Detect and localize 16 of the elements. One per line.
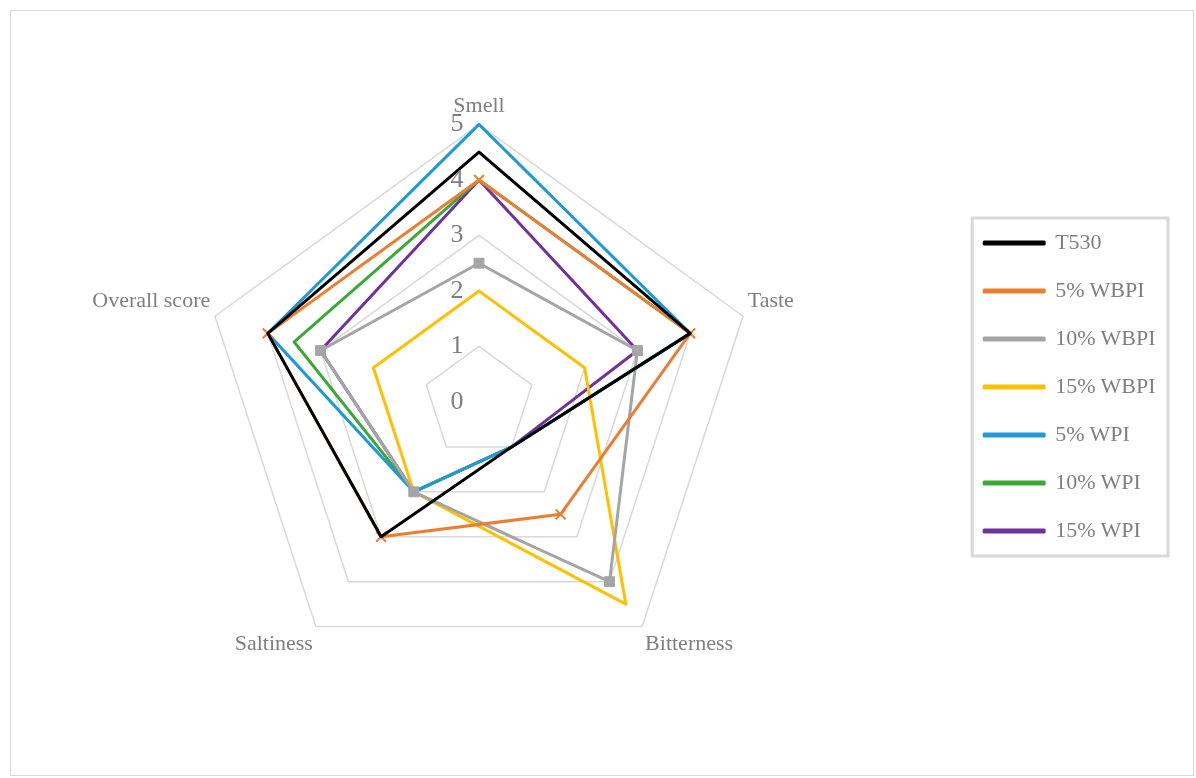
legend-label: 15% WBPI: [1055, 372, 1156, 398]
legend-label: 10% WBPI: [1055, 324, 1156, 350]
legend-label: 10% WPI: [1055, 468, 1141, 494]
y-tick-label: 4: [450, 163, 464, 193]
legend-label: T530: [1055, 228, 1102, 254]
legend-label: 5% WPI: [1055, 420, 1130, 446]
legend-label: 15% WPI: [1055, 516, 1141, 542]
spoke-label: Saltiness: [234, 629, 313, 655]
legend-label: 5% WBPI: [1055, 276, 1145, 302]
y-tick-label: 1: [450, 330, 464, 360]
y-tick-label: 2: [450, 274, 464, 304]
spoke-label: Bitterness: [645, 629, 734, 655]
y-tick-label: 3: [450, 219, 464, 249]
spoke-label: Overall score: [92, 287, 211, 313]
y-tick-label: 0: [450, 385, 464, 415]
spoke-label: Taste: [747, 287, 794, 313]
